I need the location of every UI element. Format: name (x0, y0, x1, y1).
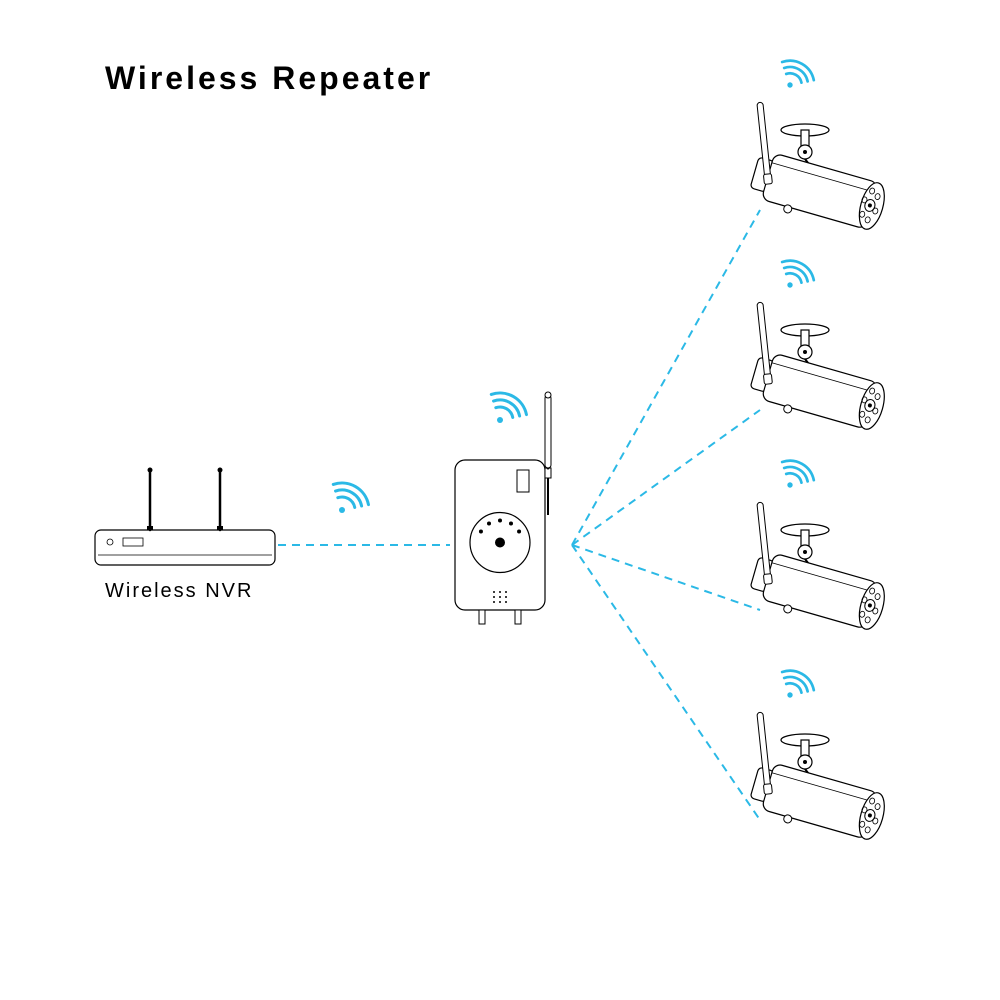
wifi-icon-camera-1 (782, 61, 814, 88)
line-repeater-to-camera-3 (572, 545, 760, 610)
diagram-canvas (0, 0, 1000, 1000)
diagram-title: Wireless Repeater (105, 60, 433, 97)
wifi-icon-camera-2 (782, 261, 814, 288)
nvr-label: Wireless NVR (105, 580, 253, 603)
repeater-device (455, 392, 551, 624)
line-repeater-to-camera-2 (572, 410, 760, 545)
camera-1 (746, 102, 889, 238)
line-repeater-to-camera-4 (572, 545, 760, 820)
camera-3 (746, 502, 889, 638)
camera-2 (746, 302, 889, 438)
wifi-icon-camera-3 (782, 461, 814, 488)
wifi-icon-repeater (491, 393, 526, 423)
camera-4 (746, 712, 889, 848)
wifi-icon-nvr (333, 483, 368, 513)
nvr-device (95, 468, 275, 566)
wifi-icon-camera-4 (782, 671, 814, 698)
line-repeater-to-camera-1 (572, 210, 760, 545)
